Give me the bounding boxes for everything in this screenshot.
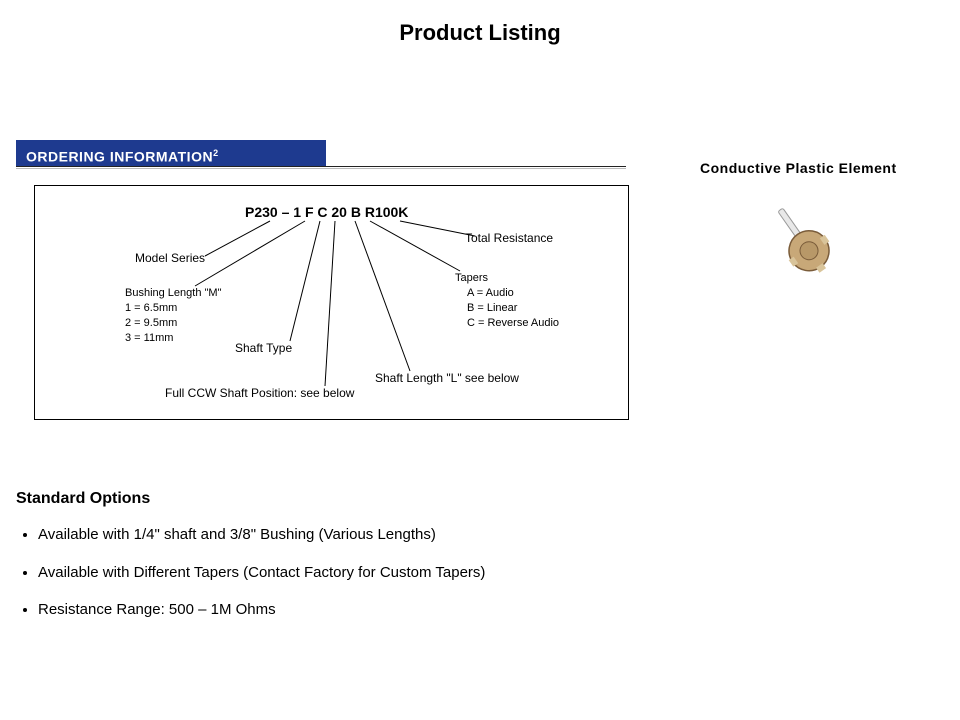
label-bushing-1: 1 = 6.5mm [125, 301, 177, 316]
banner-text: ORDERING INFORMATION [26, 149, 213, 165]
option-item: Resistance Range: 500 – 1M Ohms [38, 600, 816, 620]
banner-rule [16, 166, 626, 169]
label-taper-a: A = Audio [467, 286, 514, 301]
label-model-series: Model Series [135, 251, 205, 265]
potentiometer-image [760, 200, 850, 290]
label-tapers-heading: Tapers [455, 271, 488, 286]
banner-sup: 2 [213, 148, 219, 158]
label-shaft-length: Shaft Length "L" see below [375, 371, 519, 385]
option-item: Available with Different Tapers (Contact… [38, 563, 816, 583]
label-taper-b: B = Linear [467, 301, 517, 316]
label-taper-c: C = Reverse Audio [467, 316, 559, 331]
option-item: Available with 1/4" shaft and 3/8" Bushi… [38, 525, 816, 545]
element-type-label: Conductive Plastic Element [700, 160, 950, 176]
page-title: Product Listing [0, 20, 960, 46]
label-bushing-3: 3 = 11mm [125, 331, 173, 346]
label-full-ccw: Full CCW Shaft Position: see below [165, 386, 354, 400]
label-shaft-type: Shaft Type [235, 341, 292, 355]
label-bushing-heading: Bushing Length "M" [125, 286, 221, 301]
label-total-resistance: Total Resistance [465, 231, 553, 245]
ordering-info-banner: ORDERING INFORMATION2 [16, 140, 326, 166]
ordering-diagram-box: P230 – 1 F C 20 B R100K Model Series Bus… [34, 185, 629, 420]
label-bushing-2: 2 = 9.5mm [125, 316, 177, 331]
options-heading: Standard Options [16, 490, 150, 508]
options-list: Available with 1/4" shaft and 3/8" Bushi… [16, 525, 816, 638]
